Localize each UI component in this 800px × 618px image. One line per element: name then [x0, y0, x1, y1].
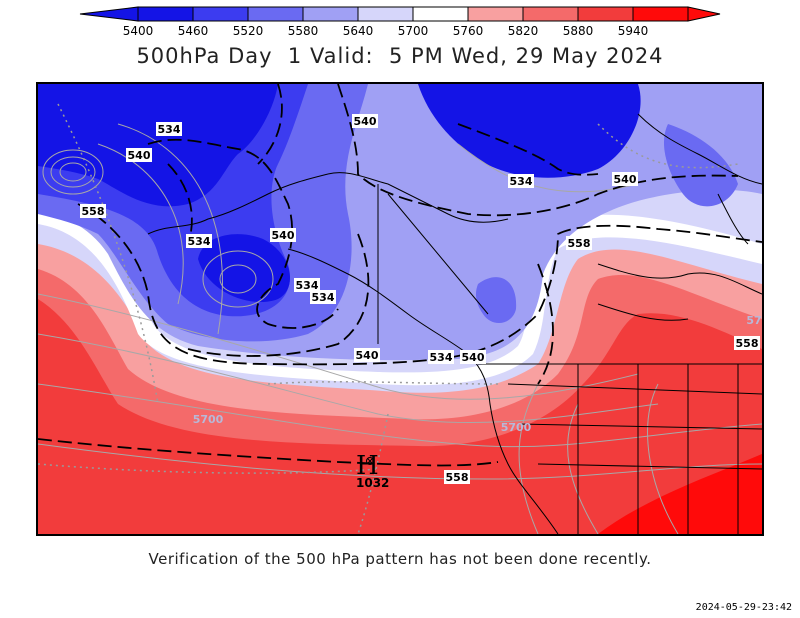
colorbar-swatch: [467, 6, 524, 22]
high-pressure-value: 1032: [356, 476, 389, 490]
colorbar-left-arrow: [79, 6, 139, 22]
colorbar-swatch: [632, 6, 689, 22]
contour-label: 558: [568, 237, 591, 250]
colorbar-tick-label: 5460: [178, 24, 209, 38]
colorbar-tick-label: 5940: [618, 24, 649, 38]
high-center-cross-icon: [367, 458, 373, 464]
map-canvas: 534 540 540 534 540 558 534 540 534 534 …: [38, 84, 762, 534]
colorbar-tick-label: 5520: [233, 24, 264, 38]
colorbar-swatch: [357, 6, 414, 22]
band-5400-arctic: [418, 84, 641, 178]
colorbar-swatch: [247, 6, 304, 22]
contour-label: 5700: [193, 413, 224, 426]
contour-label: 540: [356, 349, 379, 362]
colorbar-swatch: [577, 6, 634, 22]
contour-label: 540: [462, 351, 485, 364]
colorbar-tick-label: 5700: [398, 24, 429, 38]
colorbar-tick-label: 5880: [563, 24, 594, 38]
contour-label: 558: [736, 337, 759, 350]
timestamp: 2024-05-29-23:42: [695, 602, 792, 613]
band-5940: [598, 454, 762, 534]
colorbar-right-arrow: [687, 6, 721, 22]
contour-label: 558: [446, 471, 469, 484]
contour-label: 534: [312, 291, 335, 304]
map-title: 500hPa Day 1 Valid: 5 PM Wed, 29 May 202…: [136, 44, 664, 68]
contour-label: 540: [354, 115, 377, 128]
colorbar-swatch: [192, 6, 249, 22]
colorbar-tick-label: 5580: [288, 24, 319, 38]
contour-label: 534: [510, 175, 533, 188]
colorbar-swatch: [412, 6, 469, 22]
band-5700: [38, 209, 762, 386]
band-5460-ne: [663, 124, 738, 207]
contour-label: 57: [746, 314, 761, 327]
band-5400-west: [38, 84, 278, 207]
contour-label: 5700: [501, 421, 532, 434]
colorbar-legend: 5400 5460 5520 5580 5640 5700 5760 5820 5880 5940: [79, 6, 721, 38]
colorbar-swatch: [302, 6, 359, 22]
contour-label: 534: [430, 351, 453, 364]
height-map: 534 540 540 534 540 558 534 540 534 534 …: [36, 82, 764, 536]
high-center-icon: [366, 457, 374, 465]
colorbar-tick-label: 5640: [343, 24, 374, 38]
colorbar-tick-label: 5400: [123, 24, 154, 38]
colorbar-tick-label: 5760: [453, 24, 484, 38]
contour-label: 540: [128, 149, 151, 162]
contour-label: 540: [272, 229, 295, 242]
contour-label: 534: [188, 235, 211, 248]
colorbar-swatch: [137, 6, 194, 22]
contour-label: 540: [614, 173, 637, 186]
contour-label: 534: [158, 123, 181, 136]
contour-label: 558: [82, 205, 105, 218]
colorbar-tick-label: 5820: [508, 24, 539, 38]
verification-note: Verification of the 500 hPa pattern has …: [148, 550, 652, 568]
contour-label: 534: [296, 279, 319, 292]
colorbar-swatch: [522, 6, 579, 22]
